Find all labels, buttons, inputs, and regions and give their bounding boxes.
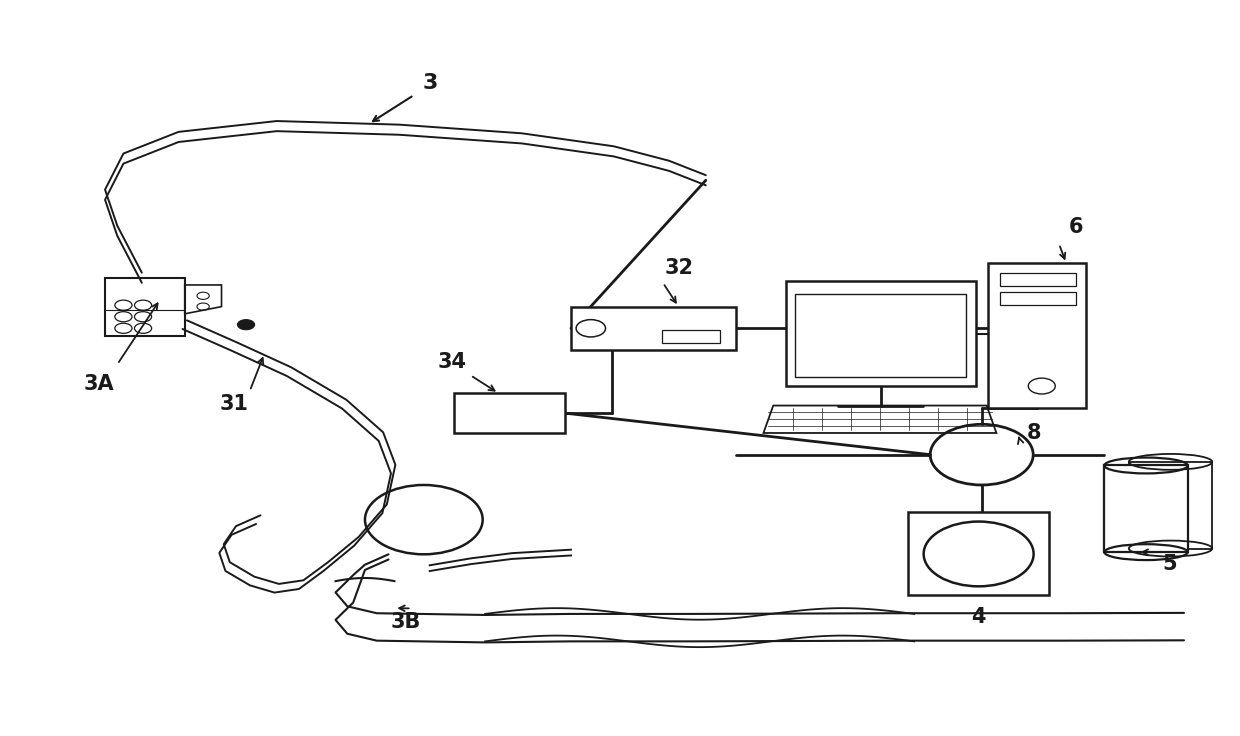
Bar — [1001, 292, 1076, 305]
Text: 3: 3 — [423, 73, 438, 93]
Bar — [908, 512, 1049, 595]
Circle shape — [237, 319, 254, 330]
Bar — [1105, 465, 1188, 552]
Text: 34: 34 — [438, 353, 466, 372]
Bar — [455, 393, 565, 433]
Bar — [570, 307, 737, 350]
Text: 31: 31 — [219, 394, 248, 414]
Text: 3A: 3A — [83, 374, 114, 394]
Text: 4: 4 — [971, 607, 986, 627]
Text: 6: 6 — [1069, 217, 1084, 237]
Text: 8: 8 — [1027, 423, 1042, 443]
Text: 5: 5 — [1162, 554, 1177, 574]
Bar — [988, 263, 1086, 408]
Bar — [1128, 462, 1213, 548]
Text: 32: 32 — [665, 258, 693, 278]
Text: 3B: 3B — [391, 612, 420, 632]
Bar — [1001, 273, 1076, 286]
Bar — [662, 330, 720, 344]
Bar — [785, 281, 976, 386]
Bar — [795, 294, 966, 378]
